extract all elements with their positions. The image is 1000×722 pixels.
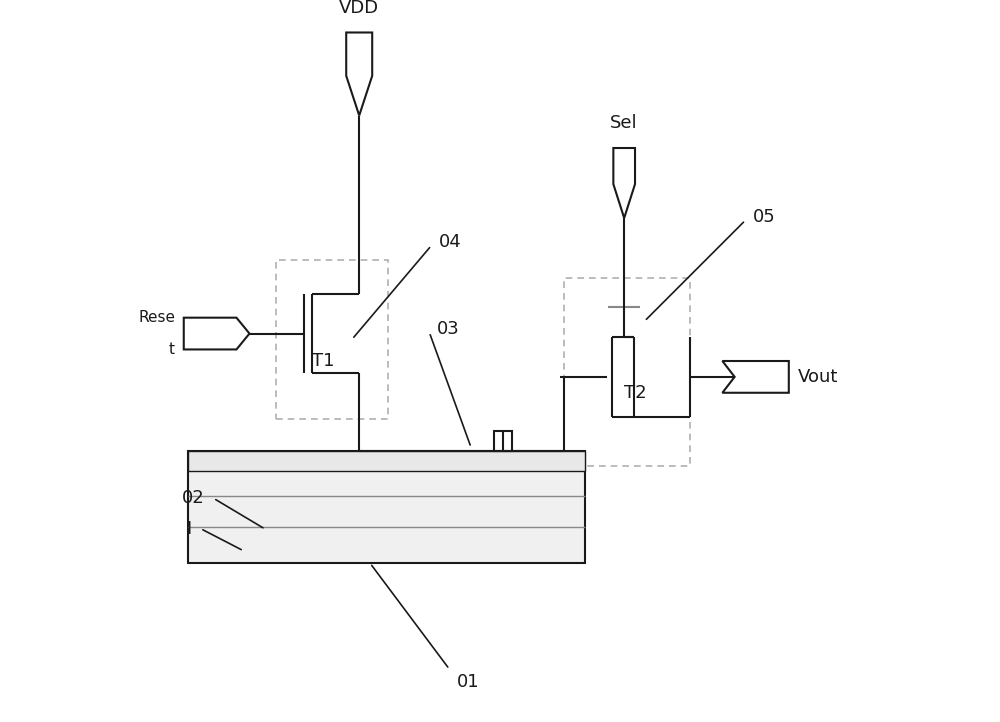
Bar [494,431,512,451]
Text: I: I [186,520,192,537]
Text: T1: T1 [312,352,334,370]
Bar [276,260,388,419]
Text: 02: 02 [182,490,205,507]
Text: T2: T2 [624,385,647,402]
Text: VDD: VDD [339,0,379,17]
Bar [188,451,585,563]
Text: Rese: Rese [138,310,175,325]
Text: 03: 03 [436,320,459,337]
Text: 04: 04 [439,233,461,251]
Text: 05: 05 [753,208,775,225]
Bar [188,451,585,471]
Text: Sel: Sel [610,114,638,132]
Text: t: t [169,342,175,357]
Polygon shape [613,148,635,218]
Polygon shape [722,361,789,393]
Bar [564,278,690,466]
Polygon shape [184,318,249,349]
Text: 01: 01 [457,673,479,691]
Polygon shape [346,32,372,116]
Text: Vout: Vout [797,368,838,386]
